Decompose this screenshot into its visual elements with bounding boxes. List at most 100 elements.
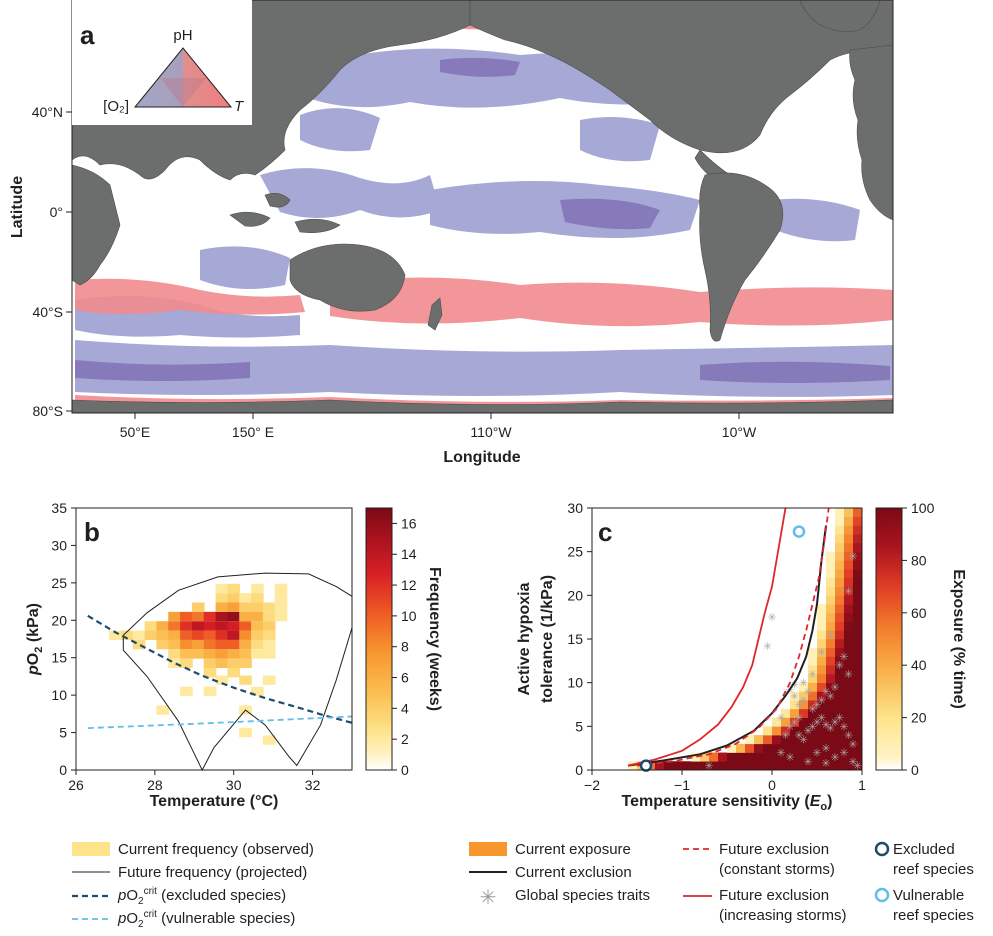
heatmap-cell (799, 761, 809, 771)
panel-b-cbtick-label: 6 (401, 670, 409, 686)
heatmap-cell (772, 726, 782, 736)
heatmap-cell (227, 611, 241, 622)
heatmap-cell (835, 560, 845, 570)
heatmap-cell (826, 743, 836, 753)
heatmap-cell (772, 717, 782, 727)
panel-c-ytick-label: 0 (575, 762, 583, 778)
species-trait-point: ✳ (803, 686, 812, 698)
heatmap-cell (700, 761, 710, 771)
panel-b-cbtick-label: 14 (401, 546, 417, 562)
heatmap-cell (682, 761, 692, 771)
legend-c-swatch-exposure (469, 842, 507, 856)
heatmap-cell (835, 708, 845, 718)
species-trait-point: ✳ (776, 713, 785, 725)
heatmap-cell (763, 735, 773, 745)
panel-c-ytick-label: 20 (567, 587, 583, 603)
species-trait-point: ✳ (812, 748, 821, 760)
heatmap-cell (835, 516, 845, 526)
heatmap-cell (817, 604, 827, 614)
heatmap-cell (700, 752, 710, 762)
heatmap-cell (817, 726, 827, 736)
heatmap-cell (156, 705, 170, 715)
legend-c-current-exposure: Current exposure (515, 841, 631, 858)
heatmap-cell (781, 743, 791, 753)
heatmap-cell (817, 743, 827, 753)
heatmap-cell (853, 691, 863, 701)
panel-c-ytick-label: 30 (567, 500, 583, 516)
heatmap-cell (262, 735, 276, 745)
heatmap-cell (853, 682, 863, 692)
panel-c-ytick-label: 15 (567, 631, 583, 647)
heatmap-cell (853, 604, 863, 614)
heatmap-cell (727, 743, 737, 753)
panel-b-cbtick-label: 10 (401, 608, 417, 624)
heatmap-cell (826, 700, 836, 710)
heatmap-cell (736, 761, 746, 771)
heatmap-cell (844, 743, 854, 753)
heatmap-cell (808, 717, 818, 727)
panel-c-cbtick-label: 20 (911, 710, 927, 726)
species-trait-point: ✳ (853, 761, 862, 773)
heatmap-cell (835, 735, 845, 745)
heatmap-cell (215, 593, 229, 603)
species-trait-point: ✳ (781, 730, 790, 742)
species-trait-point: ✳ (844, 730, 853, 742)
panel-c-colorbar (875, 507, 903, 771)
legend-c-vulnerable-circle-icon (874, 887, 890, 903)
species-trait-point: ✳ (808, 721, 817, 733)
ternary-ph-label: pH (173, 27, 192, 44)
heatmap-cell (763, 743, 773, 753)
species-trait-point: ✳ (812, 717, 821, 729)
heatmap-cell (251, 583, 264, 594)
heatmap-cell (853, 577, 863, 587)
map-xtick-150e: 150° E (232, 424, 274, 440)
heatmap-cell (835, 612, 845, 622)
panel-b-cbtick-label: 12 (401, 577, 417, 593)
heatmap-cell (168, 658, 181, 669)
heatmap-cell (808, 752, 818, 762)
heatmap-cell (826, 630, 836, 640)
legend-c-excluded-1: Excluded (893, 841, 955, 858)
heatmap-cell (853, 595, 863, 605)
panel-c-colorbar-ticks: 0 20 40 60 80 100 (902, 500, 935, 778)
heatmap-cell (227, 639, 241, 650)
heatmap-cell (799, 743, 809, 753)
legend-c-constant-2: (constant storms) (719, 861, 835, 878)
heatmap-cell (227, 621, 241, 631)
heatmap-cell (227, 658, 241, 669)
species-trait-point: ✳ (808, 669, 817, 681)
heatmap-cell (853, 761, 863, 771)
legend-c-excluded-2: reef species (893, 861, 974, 878)
heatmap-cell (808, 682, 818, 692)
heatmap-cell (215, 602, 229, 612)
heatmap-cell (853, 551, 863, 561)
legend-c-vulnerable-1: Vulnerable (893, 887, 964, 904)
heatmap-cell (745, 761, 755, 771)
panel-c-heatmap-cells (628, 508, 863, 771)
heatmap-cell (781, 761, 791, 771)
heatmap-cell (835, 639, 845, 649)
heatmap-cell (835, 534, 845, 544)
legend-c: Current exposure Current exclusion ✳ Glo… (469, 841, 974, 924)
heatmap-cell (844, 726, 854, 736)
heatmap-cell (844, 752, 854, 762)
heatmap-cell (844, 717, 854, 727)
legend-b-current: Current frequency (observed) (118, 841, 314, 858)
heatmap-cell (826, 691, 836, 701)
heatmap-cell (763, 752, 773, 762)
heatmap-cell (826, 665, 836, 675)
heatmap-cell (808, 761, 818, 771)
heatmap-cell (844, 761, 854, 771)
heatmap-cell (262, 675, 276, 685)
species-trait-point: ✳ (835, 660, 844, 672)
panel-c-ytick-label: 5 (575, 718, 583, 734)
heatmap-cell (844, 569, 854, 579)
panel-c-ylabel-1: Active hypoxia (516, 582, 533, 695)
heatmap-cell (835, 595, 845, 605)
panel-c-cbtick-label: 80 (911, 552, 927, 568)
heatmap-cell (826, 673, 836, 683)
heatmap-cell (844, 604, 854, 614)
species-trait-point: ✳ (844, 586, 853, 598)
heatmap-cell (203, 686, 217, 697)
heatmap-cell (156, 639, 170, 650)
